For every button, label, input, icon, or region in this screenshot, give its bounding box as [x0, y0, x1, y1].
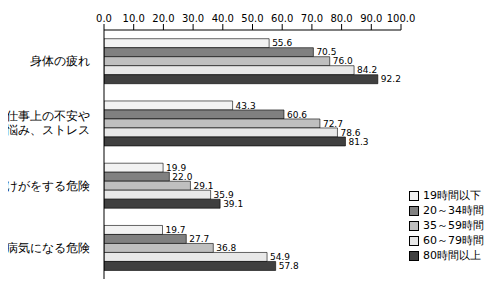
svg-text:22.0: 22.0 — [172, 172, 192, 182]
svg-text:43.3: 43.3 — [236, 101, 256, 111]
svg-text:19.9: 19.9 — [166, 162, 187, 173]
svg-text:81.3: 81.3 — [348, 137, 368, 147]
svg-text:39.1: 39.1 — [223, 199, 243, 209]
svg-text:40.0: 40.0 — [212, 13, 234, 24]
svg-text:55.6: 55.6 — [272, 38, 292, 48]
svg-text:70.0: 70.0 — [301, 13, 323, 24]
svg-text:54.9: 54.9 — [270, 252, 291, 263]
html-text:35～59時間: 35～59時間 — [423, 219, 484, 232]
svg-text:78.6: 78.6 — [340, 127, 361, 138]
svg-text:60.0: 60.0 — [271, 13, 293, 24]
svg-text:70.5: 70.5 — [316, 47, 337, 58]
svg-text:病気になる危険: 病気になる危険 — [8, 241, 90, 255]
svg-text:身体の疲れ: 身体の疲れ — [30, 54, 90, 68]
svg-text:60.6: 60.6 — [287, 110, 307, 120]
svg-text:29.1: 29.1 — [193, 181, 213, 191]
html-text:80時間以上: 80時間以上 — [423, 249, 481, 262]
svg-text:20.0: 20.0 — [152, 13, 174, 24]
svg-text:76.0: 76.0 — [333, 56, 353, 66]
svg-text:0.0: 0.0 — [96, 13, 112, 24]
svg-text:90.0: 90.0 — [360, 13, 382, 24]
svg-text:けがをする危険: けがをする危険 — [8, 179, 90, 193]
svg-text:19.7: 19.7 — [166, 225, 186, 235]
svg-text:27.7: 27.7 — [189, 234, 209, 244]
html-text:19時間以下: 19時間以下 — [423, 189, 481, 202]
svg-text:10.0: 10.0 — [123, 13, 145, 24]
svg-text:仕事上の不安や悩み、ストレス: 仕事上の不安や悩み、ストレス — [8, 109, 90, 137]
svg-text:36.8: 36.8 — [216, 243, 236, 253]
svg-text:92.2: 92.2 — [381, 74, 401, 84]
svg-text:72.7: 72.7 — [322, 118, 343, 129]
svg-text:35.9: 35.9 — [213, 189, 234, 200]
svg-text:50.0: 50.0 — [241, 13, 263, 24]
svg-text:30.0: 30.0 — [182, 13, 204, 24]
svg-text:57.8: 57.8 — [279, 261, 299, 271]
html-text:60～79時間: 60～79時間 — [423, 234, 484, 247]
svg-text:84.2: 84.2 — [357, 65, 377, 75]
svg-text:80.0: 80.0 — [330, 13, 352, 24]
svg-text:100.0: 100.0 — [387, 13, 416, 24]
html-text:20～34時間: 20～34時間 — [423, 204, 484, 217]
